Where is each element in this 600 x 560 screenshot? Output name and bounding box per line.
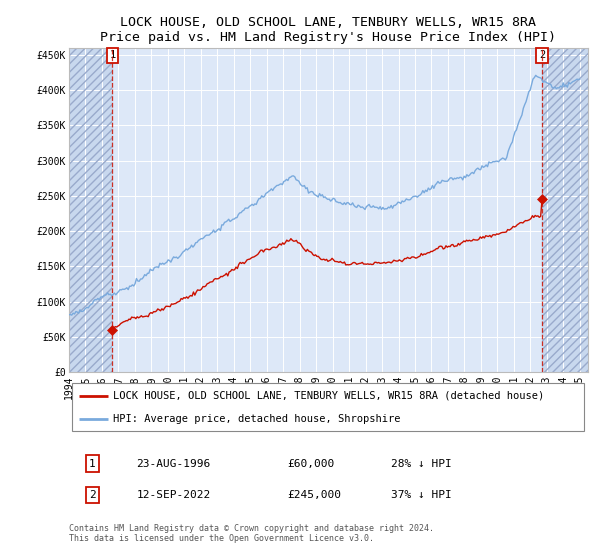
Text: 1: 1 bbox=[89, 459, 96, 469]
Text: LOCK HOUSE, OLD SCHOOL LANE, TENBURY WELLS, WR15 8RA (detached house): LOCK HOUSE, OLD SCHOOL LANE, TENBURY WEL… bbox=[113, 391, 544, 401]
FancyBboxPatch shape bbox=[71, 384, 584, 431]
Text: 23-AUG-1996: 23-AUG-1996 bbox=[136, 459, 211, 469]
Text: 28% ↓ HPI: 28% ↓ HPI bbox=[391, 459, 452, 469]
Text: 37% ↓ HPI: 37% ↓ HPI bbox=[391, 491, 452, 500]
Text: 1: 1 bbox=[109, 50, 116, 60]
Title: LOCK HOUSE, OLD SCHOOL LANE, TENBURY WELLS, WR15 8RA
Price paid vs. HM Land Regi: LOCK HOUSE, OLD SCHOOL LANE, TENBURY WEL… bbox=[101, 16, 557, 44]
Text: 2: 2 bbox=[539, 50, 545, 60]
Bar bbox=[69, 48, 112, 372]
Text: HPI: Average price, detached house, Shropshire: HPI: Average price, detached house, Shro… bbox=[113, 414, 401, 424]
Bar bbox=[542, 48, 588, 372]
Text: 12-SEP-2022: 12-SEP-2022 bbox=[136, 491, 211, 500]
Text: £60,000: £60,000 bbox=[287, 459, 334, 469]
Text: £245,000: £245,000 bbox=[287, 491, 341, 500]
Text: Contains HM Land Registry data © Crown copyright and database right 2024.
This d: Contains HM Land Registry data © Crown c… bbox=[69, 524, 434, 543]
Bar bbox=[542, 48, 588, 372]
Text: 2: 2 bbox=[89, 491, 96, 500]
Bar bbox=[69, 48, 112, 372]
